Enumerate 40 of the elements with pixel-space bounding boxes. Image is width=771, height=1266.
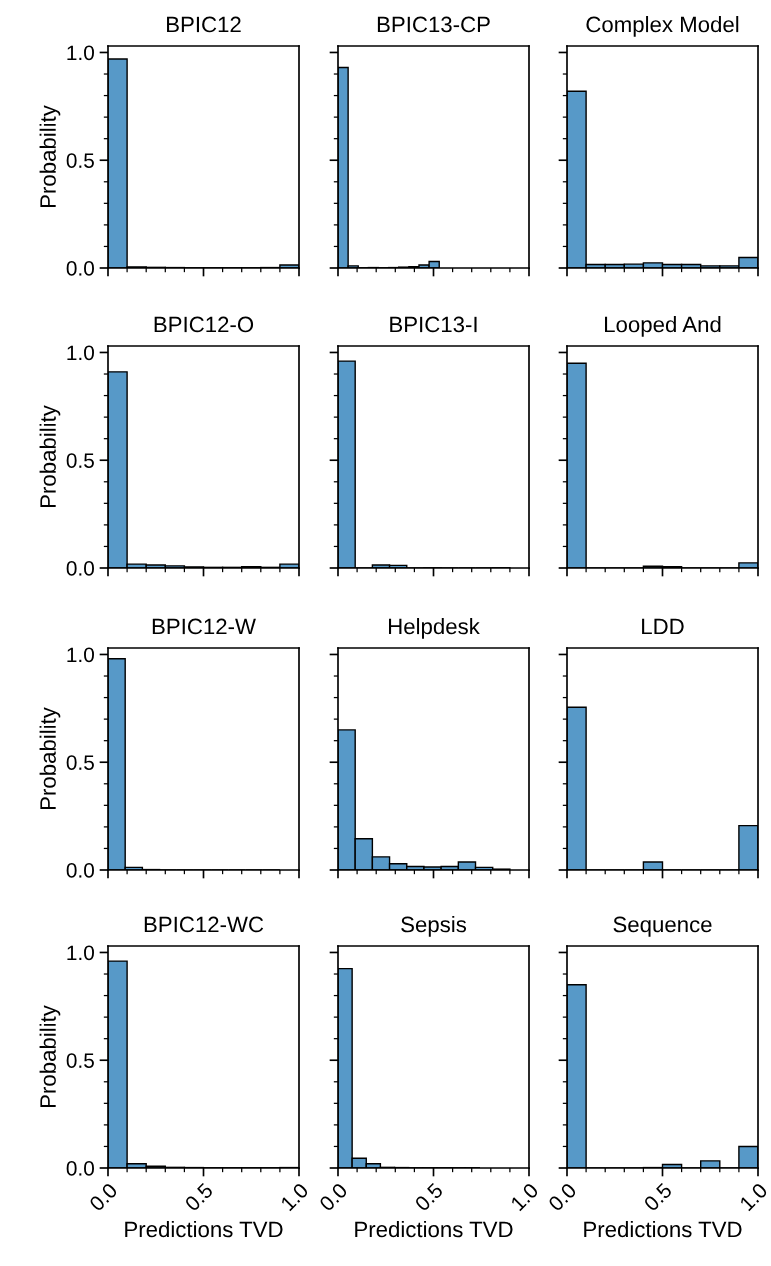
y-tick-label: 0.0: [66, 863, 94, 878]
x-tick-label: 0.5: [183, 1182, 214, 1212]
chart-title: BPIC12-O: [154, 316, 254, 333]
x-axis-title: Predictions TVD: [125, 1220, 283, 1238]
y-tick-label: 1.0: [67, 945, 94, 961]
chart-title: BPIC12-W: [152, 618, 256, 635]
chart-title: BPIC13-I: [390, 316, 477, 333]
y-tick-label: 0.5: [66, 1053, 94, 1068]
chart-title: Sequence: [613, 916, 712, 937]
y-tick-label: 0.5: [66, 153, 94, 168]
x-tick-label: 0.0: [318, 1182, 349, 1212]
chart-title: Helpdesk: [389, 618, 480, 639]
y-tick-label: 0.5: [66, 453, 94, 468]
y-tick-label: 1.0: [67, 345, 94, 361]
x-tick-label: 1.0: [510, 1182, 540, 1212]
y-axis-title: Probability: [39, 405, 61, 508]
x-tick-label: 1.0: [280, 1182, 310, 1212]
x-axis-title: Predictions TVD: [355, 1220, 513, 1238]
y-tick-label: 0.0: [66, 1161, 94, 1176]
chart-title: BPIC12-WC: [144, 916, 264, 933]
chart-title: LDD: [642, 618, 684, 635]
x-tick-label: 0.0: [88, 1182, 119, 1212]
x-axis-title: Predictions TVD: [584, 1220, 742, 1238]
y-tick-label: 1.0: [67, 647, 94, 663]
x-tick-label: 0.0: [547, 1182, 578, 1212]
x-tick-label: 1.0: [739, 1182, 769, 1212]
chart-title: Looped And: [605, 316, 721, 337]
chart-title: Sepsis: [401, 916, 467, 937]
chart-title: BPIC13-CP: [377, 16, 490, 33]
y-tick-label: 0.0: [66, 561, 94, 576]
y-axis-title: Probability: [39, 707, 61, 810]
y-tick-label: 1.0: [67, 45, 94, 61]
y-axis-title: Probability: [39, 1005, 61, 1108]
chart-title: BPIC12: [167, 16, 241, 33]
x-tick-label: 0.5: [642, 1182, 673, 1212]
y-tick-label: 0.0: [66, 261, 94, 276]
x-tick-label: 0.5: [413, 1182, 444, 1212]
y-tick-label: 0.5: [66, 755, 94, 770]
y-axis-title: Probability: [39, 105, 61, 208]
chart-title: Complex Model: [586, 16, 739, 37]
